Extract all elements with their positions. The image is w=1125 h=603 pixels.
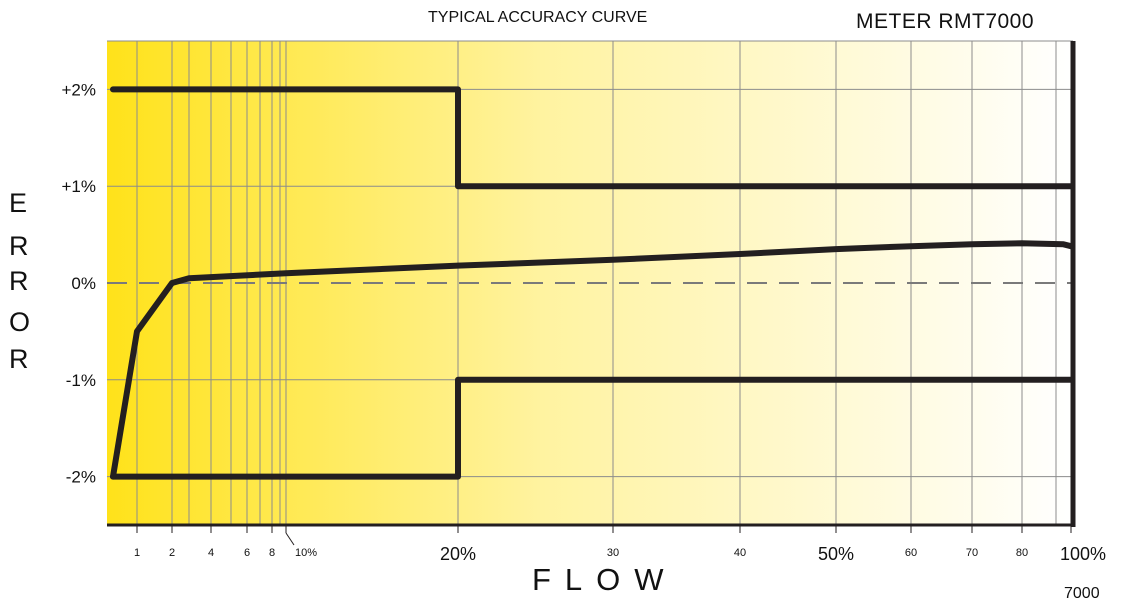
x-tick-label: 20% xyxy=(440,544,476,564)
y-tick-label: +2% xyxy=(62,80,97,99)
x-tick-label: 2 xyxy=(169,547,175,559)
x-tick-label: 1 xyxy=(134,547,140,559)
y-tick-label: +1% xyxy=(62,177,97,196)
y-tick-label: 0% xyxy=(71,274,96,293)
x-tick-label: 4 xyxy=(208,547,214,559)
x-tick-label: 6 xyxy=(244,547,250,559)
figure-code: 7000 xyxy=(1064,585,1100,602)
x-tick-label: 40 xyxy=(734,547,746,559)
y-axis-label-letter: O xyxy=(9,307,31,337)
lower-limit-line xyxy=(110,376,1074,480)
meter-label: METER RMT7000 xyxy=(856,10,1035,33)
x-tick-label: 80 xyxy=(1016,547,1028,559)
x-tick-label: 8 xyxy=(269,547,275,559)
y-axis-label-letter: R xyxy=(9,266,29,296)
y-tick-label: -1% xyxy=(66,371,96,390)
x-tick-label: 50% xyxy=(818,544,854,564)
x-tick-label: 60 xyxy=(905,547,917,559)
x-tick-label: 100% xyxy=(1060,544,1106,564)
x-axis-label: FLOW xyxy=(532,562,678,597)
chart-title: TYPICAL ACCURACY CURVE xyxy=(428,9,648,26)
x-tick-leader xyxy=(285,532,295,546)
x-tick-label: 30 xyxy=(607,547,619,559)
y-axis-label-letter: R xyxy=(9,344,29,374)
x-tick-label: 10% xyxy=(295,547,317,559)
upper-limit-line xyxy=(110,86,1074,190)
y-tick-label: -2% xyxy=(66,468,96,487)
y-axis-label-letter: R xyxy=(9,231,29,261)
x-tick-label: 70 xyxy=(966,547,978,559)
accuracy-curve-line xyxy=(110,240,1074,480)
y-axis-label-letter: E xyxy=(9,188,28,218)
